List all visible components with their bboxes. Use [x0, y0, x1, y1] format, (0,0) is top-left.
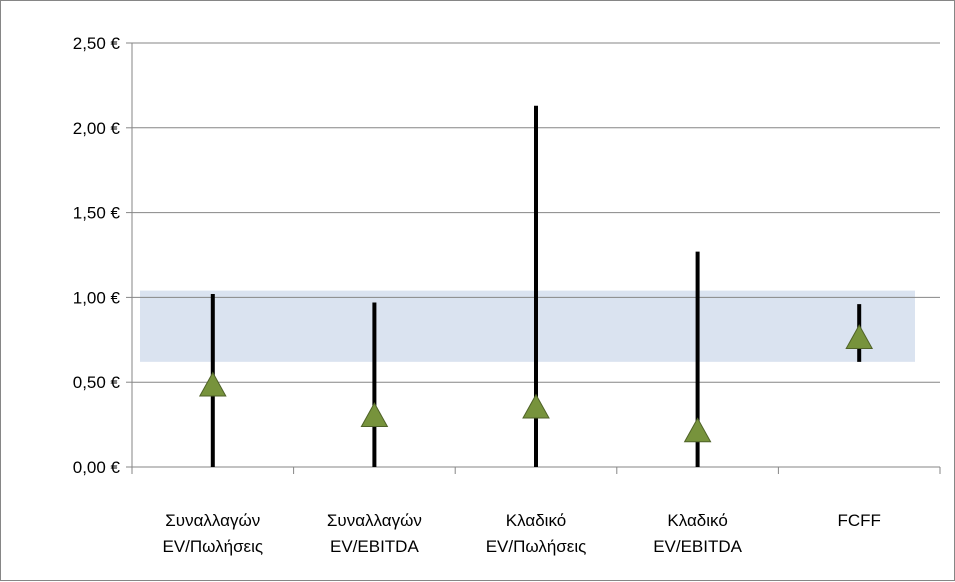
value-marker [522, 393, 550, 419]
x-category-label-line: EV/Πωλήσεις [162, 537, 263, 556]
x-category-label-line: FCFF [837, 511, 880, 530]
value-marker [198, 371, 227, 397]
x-category-label: Συναλλαγών EV/EBITDA [327, 511, 422, 556]
x-category-label: FCFF [837, 511, 880, 530]
y-tick-label: 2,50 € [73, 34, 121, 53]
x-category-label-line: Κλαδικό [667, 511, 727, 530]
y-tick-label: 1,00 € [73, 288, 121, 307]
y-tick-label: 1,50 € [73, 204, 121, 223]
y-tick-label: 2,00 € [73, 119, 121, 138]
x-category-label-line: Κλαδικό [506, 511, 566, 530]
x-category-label-line: EV/EBITDA [653, 537, 742, 556]
target-range-band [140, 290, 915, 362]
value-marker [683, 417, 712, 443]
x-category-label: Συναλλαγών EV/Πωλήσεις [162, 511, 263, 556]
value-marker [360, 402, 389, 428]
x-category-label: Κλαδικό EV/EBITDA [653, 511, 742, 556]
y-tick-label: 0,50 € [73, 373, 121, 392]
x-category-label-line: Συναλλαγών [165, 511, 260, 530]
x-category-label-line: EV/Πωλήσεις [486, 537, 587, 556]
value-marker [845, 324, 874, 350]
x-category-label: Κλαδικό EV/Πωλήσεις [486, 511, 587, 556]
x-category-label-line: Συναλλαγών [327, 511, 422, 530]
y-tick-label: 0,00 € [73, 458, 121, 477]
x-category-label-line: EV/EBITDA [330, 537, 419, 556]
